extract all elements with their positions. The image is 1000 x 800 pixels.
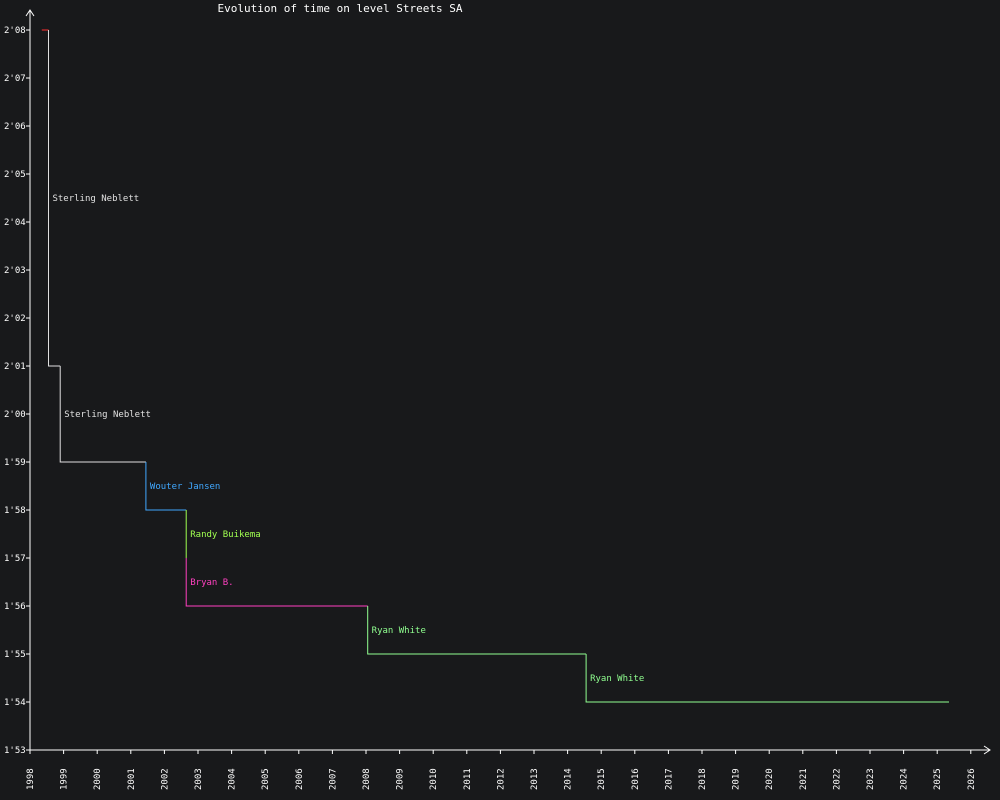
x-tick-label: 1998 (26, 768, 36, 790)
y-tick-label: 2'02 (4, 314, 26, 324)
x-tick-label: 2008 (362, 768, 372, 790)
series-segment (585, 654, 949, 703)
x-tick-label: 2011 (463, 768, 473, 790)
y-tick-label: 1'55 (4, 650, 26, 660)
y-tick-label: 2'03 (4, 266, 26, 276)
x-tick-label: 2001 (127, 768, 137, 790)
x-tick-label: 2025 (933, 768, 943, 790)
x-tick-label: 2022 (832, 768, 842, 790)
series-segment (59, 366, 146, 463)
x-tick-label: 2019 (732, 768, 742, 790)
y-tick-label: 2'04 (4, 218, 26, 228)
x-ticks: 1998 1999 2000 2001 2002 2003 2004 2005 2006 2007… (26, 750, 977, 790)
y-tick-label: 2'07 (4, 74, 26, 84)
x-tick-label: 2018 (698, 768, 708, 790)
series-segment (185, 558, 368, 607)
x-tick-label: 2010 (429, 768, 439, 790)
y-tick-label: 2'05 (4, 170, 26, 180)
x-tick-label: 2014 (564, 768, 574, 790)
x-tick-label: 2004 (228, 768, 238, 790)
x-tick-label: 2013 (530, 768, 540, 790)
y-tick-label: 2'06 (4, 122, 26, 132)
series-segment (48, 30, 61, 367)
y-tick-label: 1'54 (4, 698, 26, 708)
x-tick-label: 2006 (295, 768, 305, 790)
series (41, 29, 949, 703)
x-tick-label: 2003 (194, 768, 204, 790)
series-label: Bryan B. (190, 578, 233, 588)
series-label: Ryan White (590, 674, 644, 684)
axes (25, 9, 991, 755)
series-segment (145, 462, 187, 511)
y-tick-label: 2'08 (4, 26, 26, 36)
y-tick-label: 1'58 (4, 506, 26, 516)
x-tick-label: 1999 (60, 768, 70, 790)
x-tick-label: 2000 (93, 768, 103, 790)
y-tick-label: 2'01 (4, 362, 26, 372)
y-ticks: 1'53 1'54 1'55 1'56 1'57 1'58 1'59 2'00 2'01 2'02… (4, 26, 30, 756)
x-tick-label: 2005 (261, 768, 271, 790)
series-label: Wouter Jansen (150, 482, 220, 492)
x-tick-label: 2026 (967, 768, 977, 790)
x-tick-label: 2012 (496, 768, 506, 790)
y-axis-arrow (25, 9, 35, 17)
y-tick-label: 1'56 (4, 602, 26, 612)
series-label: Randy Buikema (190, 530, 260, 540)
x-tick-label: 2009 (396, 768, 406, 790)
x-tick-label: 2021 (799, 768, 809, 790)
x-axis-arrow (983, 745, 991, 755)
x-tick-label: 2017 (664, 768, 674, 790)
y-tick-label: 1'53 (4, 746, 26, 756)
y-tick-label: 1'59 (4, 458, 26, 468)
series-label: Sterling Neblett (64, 410, 151, 420)
y-tick-label: 2'00 (4, 410, 26, 420)
series-label: Sterling Neblett (52, 194, 139, 204)
series-labels: Sterling Neblett Sterling Neblett Wouter J… (52, 194, 644, 684)
x-tick-label: 2015 (597, 768, 607, 790)
x-tick-label: 2023 (866, 768, 876, 790)
x-tick-label: 2024 (900, 768, 910, 790)
x-tick-label: 2020 (765, 768, 775, 790)
x-tick-label: 2002 (160, 768, 170, 790)
series-label: Ryan White (372, 626, 426, 636)
series-segment (367, 606, 587, 655)
x-tick-label: 2016 (631, 768, 641, 790)
chart-title: Evolution of time on level Streets SA (217, 2, 462, 15)
y-tick-label: 1'57 (4, 554, 26, 564)
x-tick-label: 2007 (328, 768, 338, 790)
